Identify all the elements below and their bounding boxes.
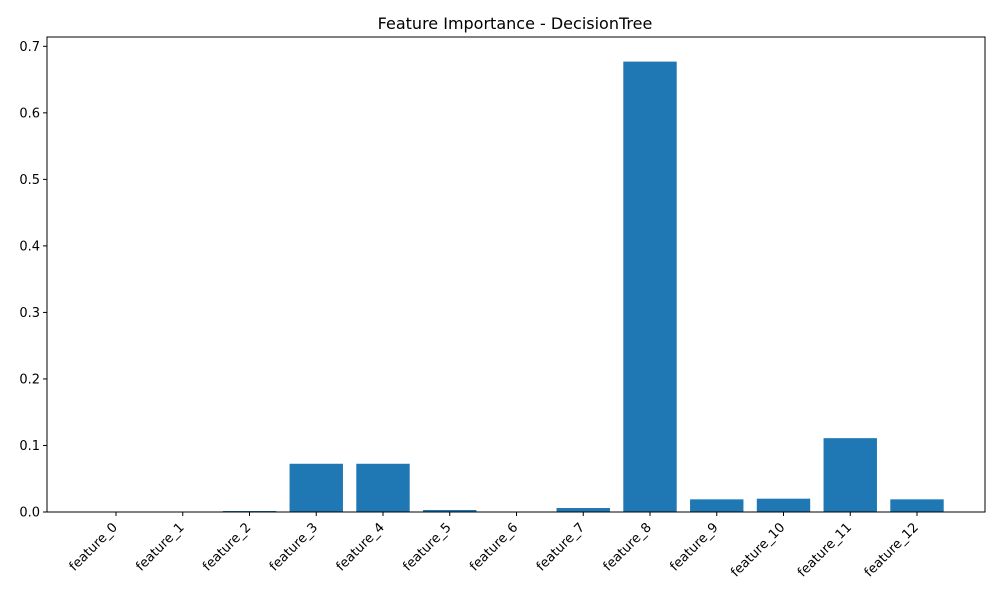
y-tick-label: 0.0 (19, 506, 40, 521)
x-tick-label: feature_3 (267, 520, 321, 574)
y-tick-label: 0.6 (19, 106, 40, 121)
x-tick-label: feature_5 (400, 520, 454, 574)
bar-feature_4 (356, 463, 410, 512)
bar-feature_5 (423, 510, 477, 512)
bar-feature_9 (690, 499, 744, 512)
bar-feature_11 (823, 438, 877, 512)
bar-feature_3 (289, 463, 343, 512)
bar-feature_7 (556, 508, 610, 512)
bar-feature_12 (890, 499, 944, 512)
bar-feature_10 (756, 498, 811, 512)
chart-title: Feature Importance - DecisionTree (378, 14, 653, 33)
x-axis: feature_0 feature_1 feature_2 feature_3 feat… (67, 512, 922, 580)
y-axis: 0.0 0.1 0.2 0.3 0.4 0.5 0.6 0.7 (19, 40, 47, 521)
y-tick-label: 0.1 (19, 439, 40, 454)
y-tick-label: 0.3 (19, 306, 40, 321)
x-tick-label: feature_4 (334, 520, 388, 574)
x-tick-label: feature_7 (534, 520, 588, 574)
x-tick-label: feature_8 (601, 520, 655, 574)
plot-frame (46, 36, 986, 513)
x-tick-label: feature_10 (728, 520, 788, 580)
x-tick-label: feature_9 (667, 520, 721, 574)
x-tick-label: feature_0 (67, 520, 121, 574)
y-tick-label: 0.7 (19, 40, 40, 55)
x-tick-label: feature_11 (795, 520, 855, 580)
y-tick-label: 0.2 (19, 372, 40, 387)
bars-group (222, 61, 944, 513)
x-tick-label: feature_2 (200, 520, 254, 574)
x-tick-label: feature_12 (862, 520, 922, 580)
y-tick-label: 0.5 (19, 173, 40, 188)
x-tick-label: feature_6 (467, 520, 521, 574)
bar-feature_8 (623, 61, 677, 513)
x-tick-label: feature_1 (133, 520, 187, 574)
y-tick-label: 0.4 (19, 239, 40, 254)
